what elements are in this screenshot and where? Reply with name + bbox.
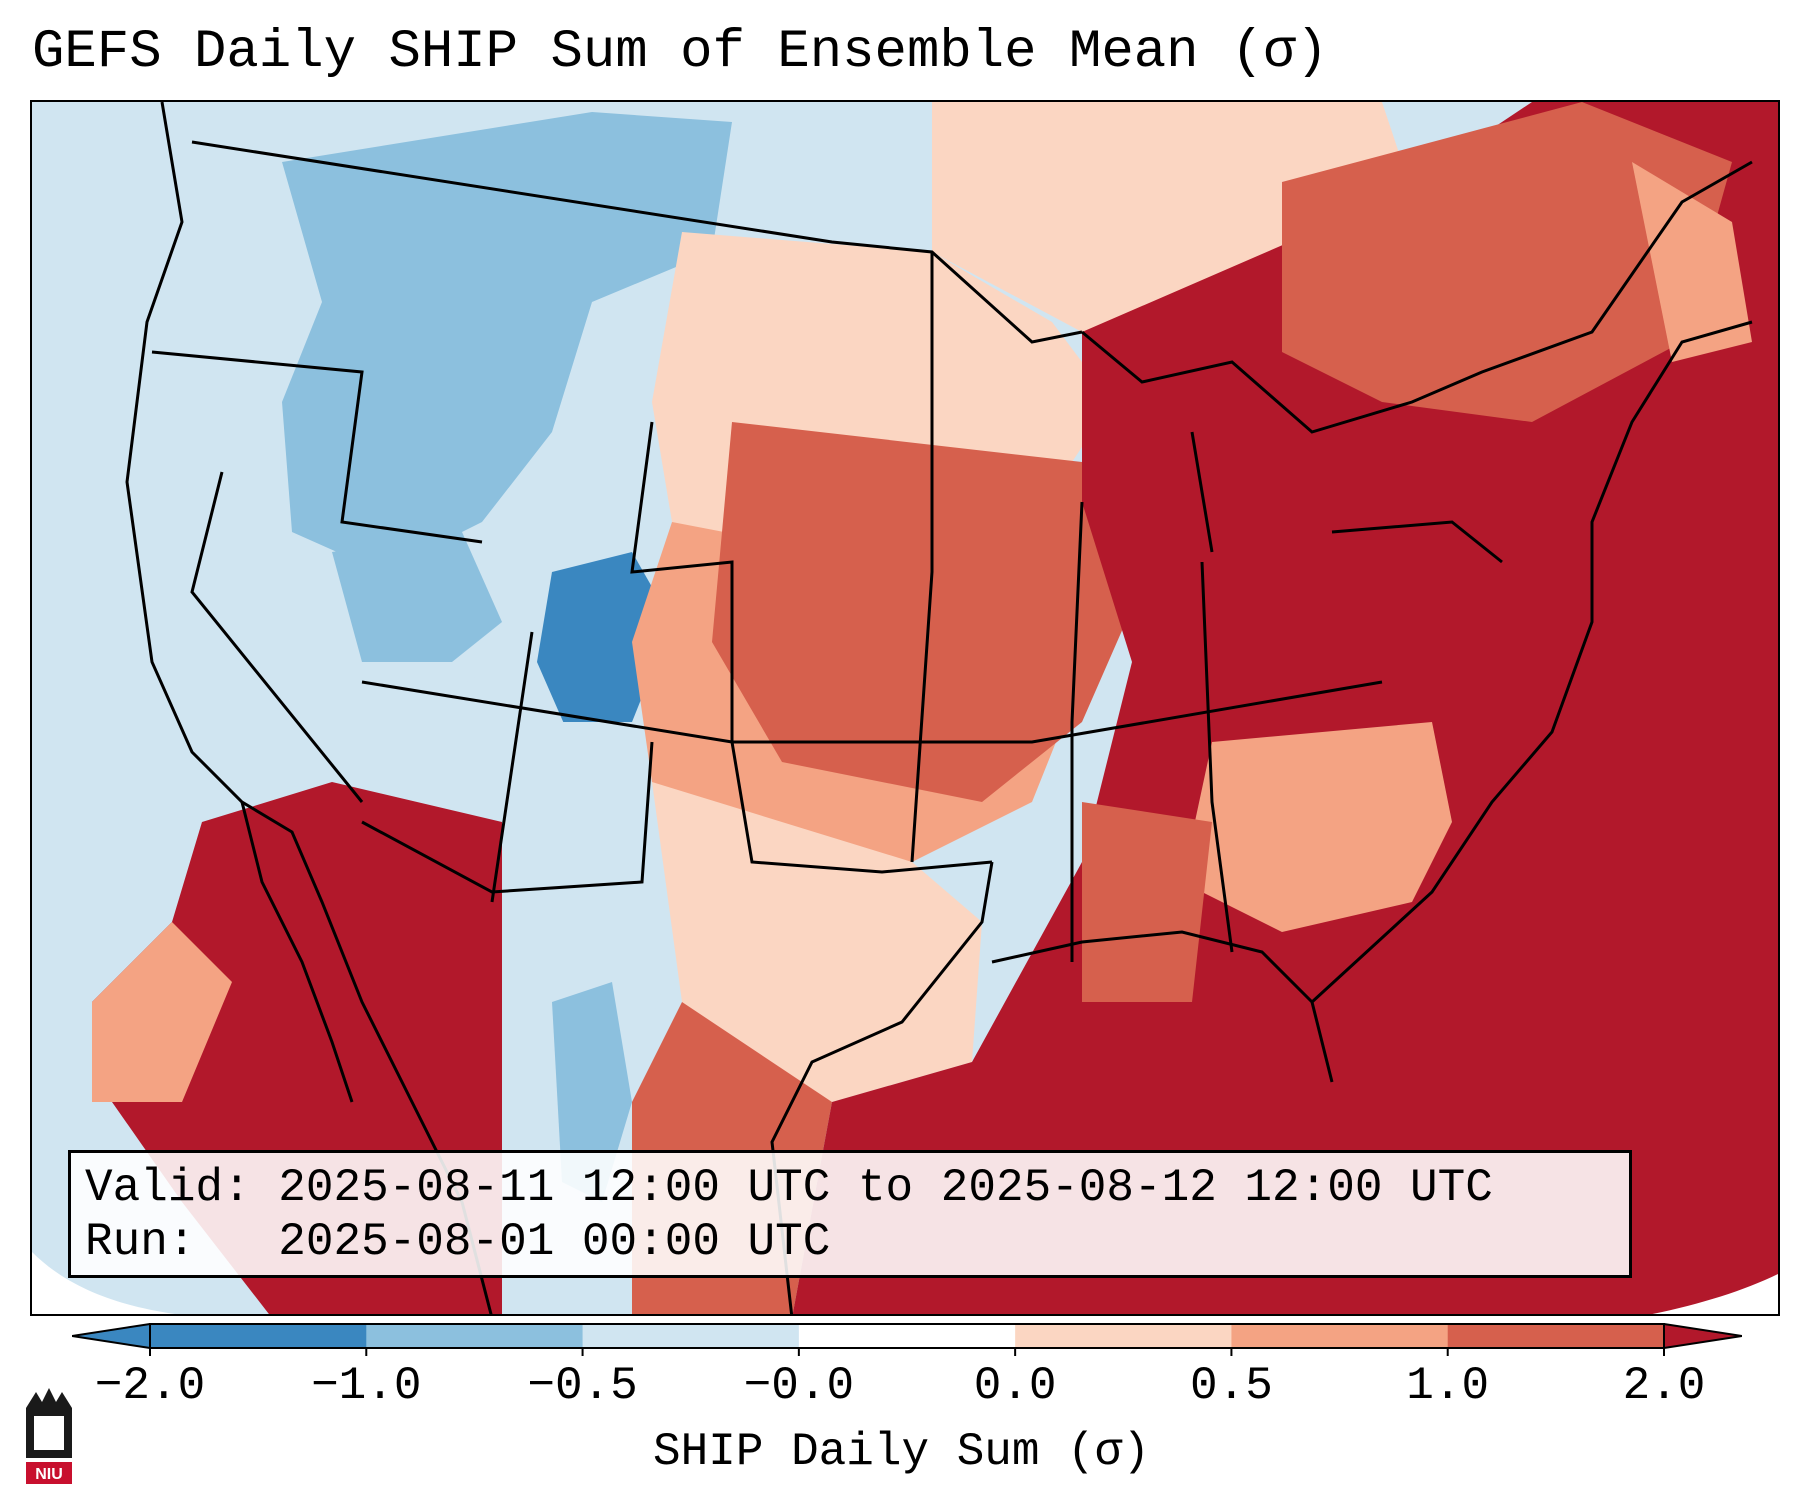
colorbar-segment bbox=[798, 1324, 1016, 1348]
region-utah bbox=[332, 532, 502, 662]
colorbar-tick-label: −1.0 bbox=[311, 1360, 422, 1412]
colorbar bbox=[72, 1323, 1742, 1356]
run-label: Run: bbox=[85, 1216, 196, 1268]
region-baja-offshore bbox=[92, 922, 232, 1102]
map-panel bbox=[30, 100, 1780, 1316]
oregon-idaho-border bbox=[151, 350, 483, 544]
valid-run-box: Valid: 2025-08-11 12:00 UTC to 2025-08-1… bbox=[68, 1150, 1632, 1278]
pennsylvania-border bbox=[1331, 520, 1503, 564]
region-maritimes bbox=[1632, 162, 1752, 362]
region-carolinas bbox=[1182, 722, 1452, 932]
colorbar-segment bbox=[1231, 1324, 1449, 1348]
region-northern-rockies bbox=[282, 112, 732, 572]
colorbar-segment bbox=[366, 1324, 584, 1348]
colorbar-axis-label: SHIP Daily Sum (σ) bbox=[653, 1426, 1150, 1478]
colorbar-segment bbox=[150, 1324, 367, 1348]
niu-logo: NIU bbox=[26, 1388, 72, 1484]
colorbar-tick-label: 0.5 bbox=[1190, 1360, 1273, 1412]
colorbar-segment bbox=[1015, 1324, 1232, 1348]
gulf-coast-east bbox=[991, 930, 1334, 1083]
oklahoma-texas-border bbox=[730, 741, 993, 874]
nevada-border bbox=[190, 471, 364, 803]
map-corner-blank bbox=[32, 1252, 176, 1314]
region-deep-south bbox=[1082, 802, 1212, 1002]
atlantic-coast bbox=[1310, 320, 1753, 1004]
colorbar-segment bbox=[582, 1324, 800, 1348]
niu-tower-window bbox=[34, 1416, 64, 1450]
colorbar-tick-label: 1.0 bbox=[1406, 1360, 1490, 1412]
niu-text: NIU bbox=[35, 1466, 63, 1483]
map-title: GEFS Daily SHIP Sum of Ensemble Mean (σ) bbox=[32, 22, 1329, 83]
colorbar-segment bbox=[1447, 1324, 1665, 1348]
region-northeast bbox=[1282, 102, 1732, 422]
region-mexico-highlands bbox=[552, 982, 632, 1202]
lake-michigan bbox=[1190, 431, 1214, 553]
colorbar-tick-label: 0.0 bbox=[973, 1360, 1057, 1412]
wyoming-nebraska-border bbox=[630, 421, 734, 742]
plains-eastern-border bbox=[910, 252, 934, 863]
utah-colorado-border bbox=[490, 631, 534, 903]
great-lakes-canada-border bbox=[1081, 160, 1753, 434]
colorbar-tick-label: −2.0 bbox=[94, 1360, 206, 1412]
colorbar-extend-low bbox=[72, 1324, 150, 1348]
ship-map bbox=[32, 102, 1778, 1314]
valid-value: 2025-08-11 12:00 UTC to 2025-08-12 12:00… bbox=[278, 1162, 1493, 1214]
new-mexico-border bbox=[361, 741, 654, 894]
colorbar-tick-label: −0.0 bbox=[743, 1360, 855, 1412]
niu-badge bbox=[26, 1462, 72, 1484]
colorbar-tick-label: 2.0 bbox=[1622, 1360, 1706, 1412]
region-midwest bbox=[712, 422, 1152, 802]
colorbar-extend-high bbox=[1664, 1324, 1742, 1348]
colorbar-outline-low bbox=[72, 1323, 151, 1349]
region-colorado bbox=[537, 552, 672, 742]
alabama-georgia-border bbox=[1200, 561, 1234, 953]
map-corner-blank-right bbox=[1652, 1273, 1778, 1314]
mississippi-border bbox=[1070, 501, 1084, 962]
colorbar-outline bbox=[149, 1323, 1665, 1349]
run-value: 2025-08-01 00:00 UTC bbox=[278, 1216, 831, 1268]
valid-label: Valid: bbox=[85, 1162, 251, 1214]
baja-coast bbox=[240, 801, 354, 1103]
colorbar-tick-label: −0.5 bbox=[527, 1360, 638, 1412]
colorbar-outline-high bbox=[1663, 1323, 1742, 1349]
colorbar-segments bbox=[150, 1324, 1665, 1348]
colorbar-ticks bbox=[149, 1348, 1665, 1356]
